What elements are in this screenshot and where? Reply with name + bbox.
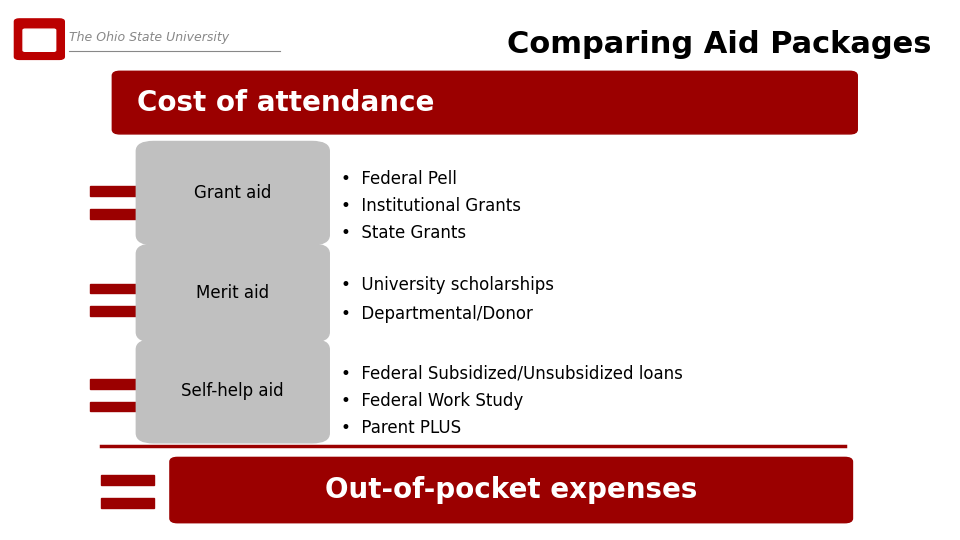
FancyBboxPatch shape	[23, 29, 56, 51]
Text: •  State Grants: • State Grants	[341, 224, 466, 242]
Bar	[90, 306, 136, 316]
Text: Self-help aid: Self-help aid	[181, 382, 284, 400]
Text: Cost of attendance: Cost of attendance	[137, 89, 435, 117]
FancyBboxPatch shape	[170, 457, 852, 523]
Text: •  Federal Pell: • Federal Pell	[341, 170, 457, 188]
Text: •  Institutional Grants: • Institutional Grants	[341, 197, 520, 215]
FancyBboxPatch shape	[136, 244, 329, 342]
Bar	[90, 402, 136, 411]
FancyBboxPatch shape	[136, 141, 329, 245]
Text: Merit aid: Merit aid	[196, 284, 270, 302]
Bar	[90, 186, 136, 196]
Bar	[90, 379, 136, 389]
Bar	[101, 498, 154, 508]
Bar	[90, 284, 136, 293]
Text: •  University scholarships: • University scholarships	[341, 275, 554, 294]
Text: •  Departmental/Donor: • Departmental/Donor	[341, 305, 533, 323]
FancyBboxPatch shape	[112, 71, 857, 134]
FancyBboxPatch shape	[14, 19, 64, 59]
Text: Grant aid: Grant aid	[194, 184, 272, 202]
Text: •  Federal Subsidized/Unsubsidized loans: • Federal Subsidized/Unsubsidized loans	[341, 364, 683, 383]
Text: The Ohio State University: The Ohio State University	[69, 31, 229, 44]
Text: Out-of-pocket expenses: Out-of-pocket expenses	[325, 476, 697, 504]
Bar	[90, 209, 136, 219]
FancyBboxPatch shape	[136, 340, 329, 443]
Text: •  Federal Work Study: • Federal Work Study	[341, 392, 523, 410]
Text: Comparing Aid Packages: Comparing Aid Packages	[507, 30, 931, 59]
Bar	[101, 475, 154, 485]
Text: •  Parent PLUS: • Parent PLUS	[341, 418, 461, 437]
